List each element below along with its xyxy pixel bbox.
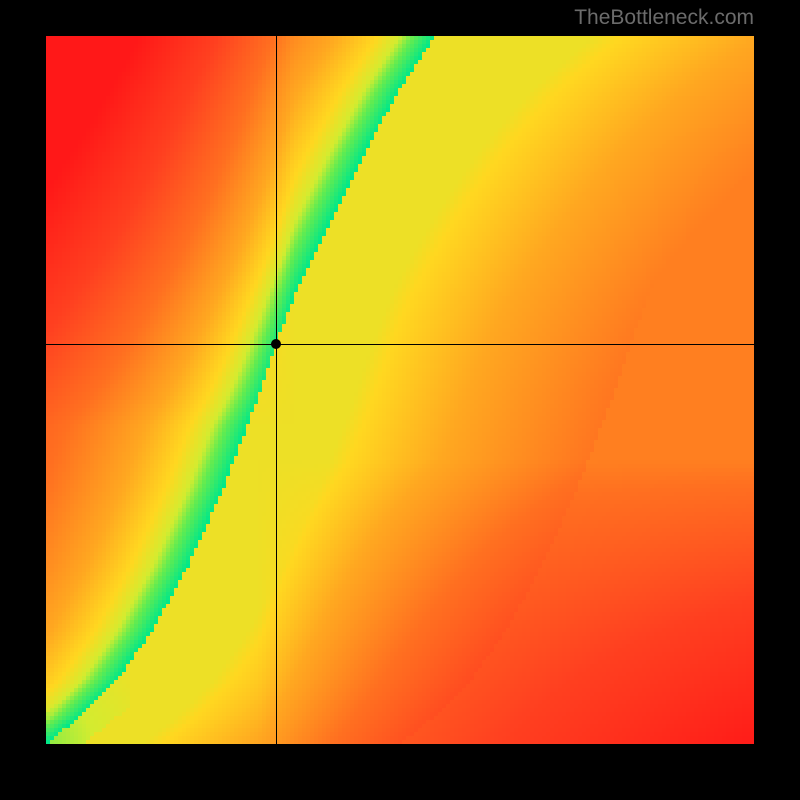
watermark-text: TheBottleneck.com: [574, 6, 754, 30]
plot-area: [46, 36, 754, 744]
heatmap-canvas: [46, 36, 754, 744]
marker-dot: [271, 339, 281, 349]
chart-container: TheBottleneck.com: [0, 0, 800, 800]
crosshair-horizontal: [46, 344, 754, 345]
crosshair-vertical: [276, 36, 277, 744]
